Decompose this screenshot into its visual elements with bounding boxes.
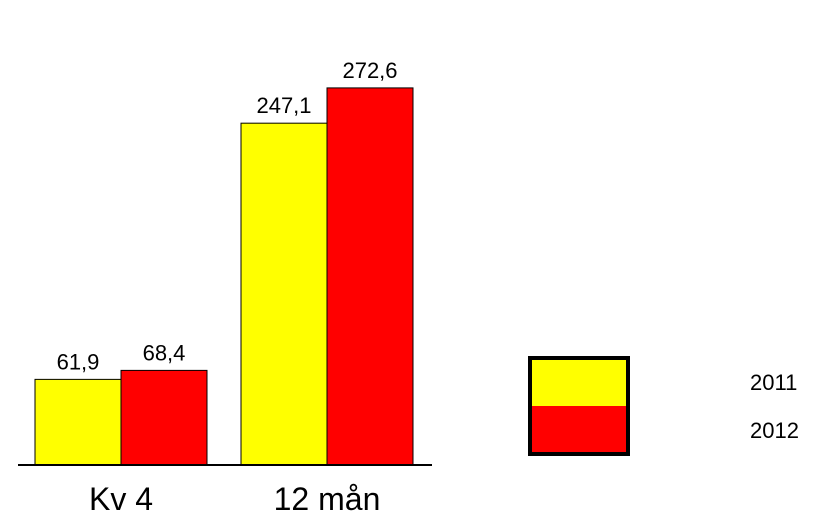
bars-group [34, 87, 414, 466]
bar-2012-1 [120, 369, 208, 466]
legend-label-2011: 2011 [750, 370, 797, 395]
bar-2011-1 [34, 378, 122, 466]
legend-box-border [528, 356, 630, 456]
legend: 2011 2012 [528, 356, 799, 456]
bar-2012-2 [326, 87, 414, 466]
bar-2011-2 [240, 122, 328, 466]
data-label-2011-1: 61,9 [57, 349, 100, 374]
data-labels-group: 61,9 68,4 247,1 272,6 [57, 58, 398, 374]
category-labels-group: Kv 4 12 mån [89, 481, 380, 514]
legend-swatch-2011 [530, 358, 628, 406]
data-label-2012-2: 272,6 [342, 58, 397, 83]
category-label-2: 12 mån [274, 481, 381, 514]
legend-label-2012: 2012 [750, 418, 799, 443]
data-label-2012-1: 68,4 [143, 340, 186, 365]
data-label-2011-2: 247,1 [256, 93, 311, 118]
legend-swatch-2012 [530, 406, 628, 454]
category-label-1: Kv 4 [89, 481, 153, 514]
